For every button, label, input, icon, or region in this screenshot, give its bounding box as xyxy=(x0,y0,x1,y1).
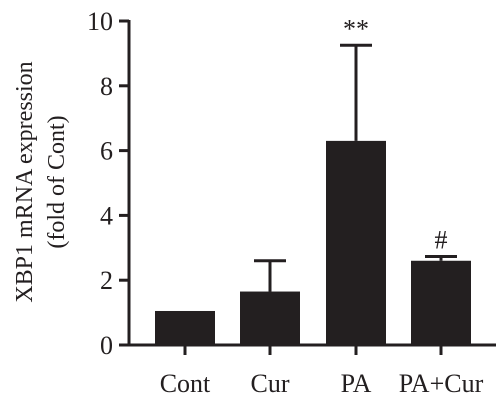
y-axis-label-line2: (fold of Cont) xyxy=(44,115,70,248)
y-tick-label: 10 xyxy=(87,7,113,36)
y-tick-label: 2 xyxy=(100,266,113,295)
y-axis-label-line1: XBP1 mRNA expression xyxy=(12,61,38,302)
significance-mark: ** xyxy=(343,14,369,43)
x-tick-labels: Cont Cur PA PA+Cur xyxy=(160,369,484,398)
bar xyxy=(411,260,471,345)
x-tick-label: Cont xyxy=(160,369,211,398)
bar xyxy=(240,291,300,345)
y-tick-label: 6 xyxy=(100,137,113,166)
x-axis xyxy=(128,343,496,355)
y-axis-label: XBP1 mRNA expression (fold of Cont) xyxy=(12,61,70,302)
bars xyxy=(155,140,471,345)
x-tick-label: PA+Cur xyxy=(399,369,484,398)
y-tick-label: 0 xyxy=(100,331,113,360)
y-tick-label: 8 xyxy=(100,72,113,101)
significance-mark: # xyxy=(435,226,448,255)
x-tick-label: Cur xyxy=(251,369,290,398)
bar xyxy=(155,310,215,345)
significance-annotations: ** # xyxy=(343,14,448,254)
error-bars xyxy=(254,43,457,292)
y-axis: 0 2 4 6 8 10 xyxy=(87,7,131,360)
x-tick-label: PA xyxy=(341,369,372,398)
y-tick-label: 4 xyxy=(100,201,113,230)
bar xyxy=(326,140,386,345)
